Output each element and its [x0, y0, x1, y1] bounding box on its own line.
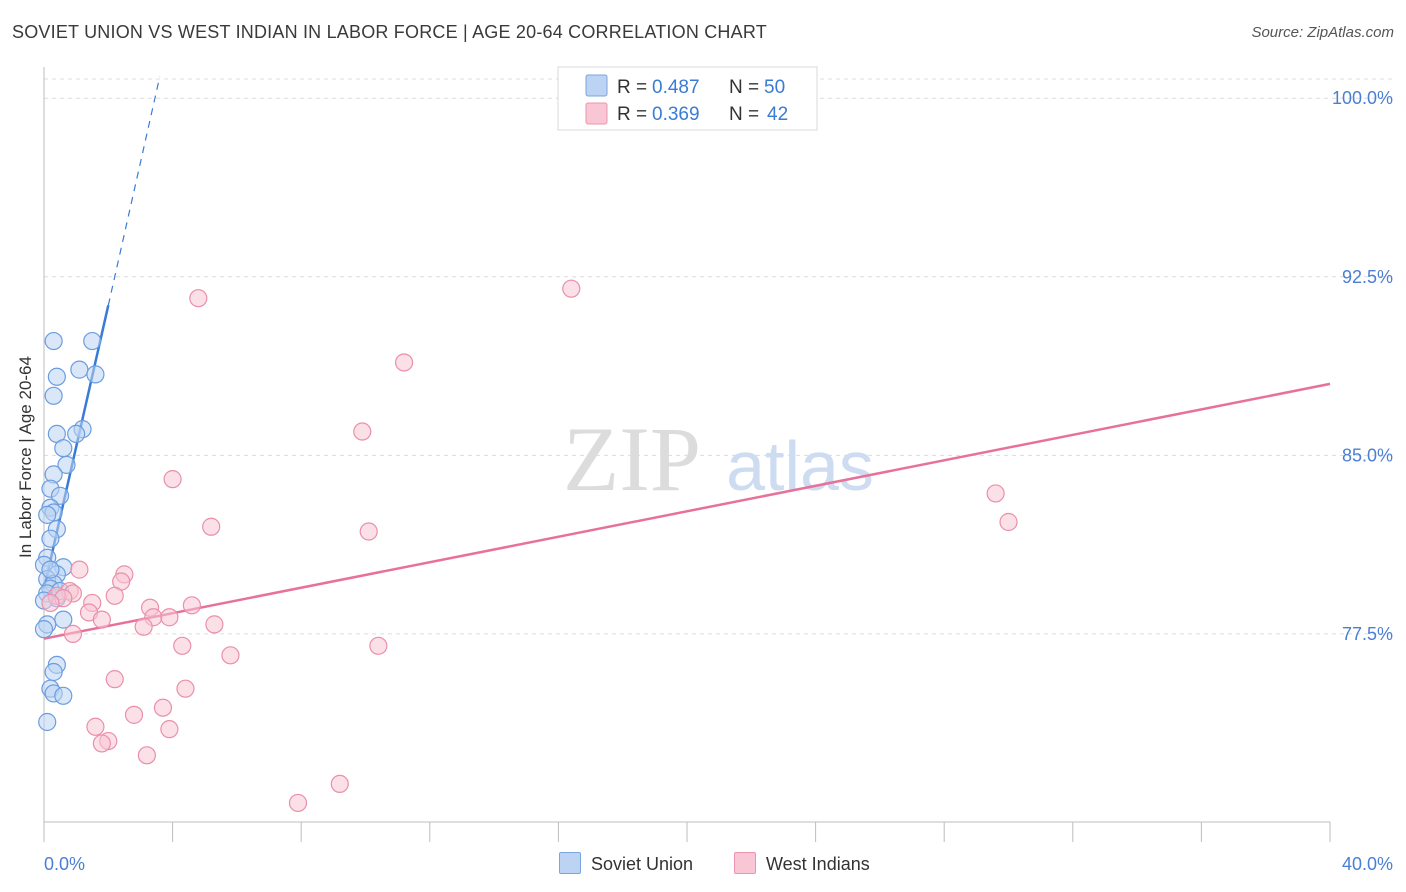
legend-item-westindian: West Indians — [734, 852, 870, 875]
point-soviet-38 — [41, 560, 60, 579]
legend-label-soviet: Soviet Union — [591, 854, 694, 874]
point-westindian-41 — [105, 586, 124, 605]
point-westindian-27 — [221, 646, 240, 665]
point-westindian-9 — [70, 560, 89, 579]
legend-r-label-1: R = — [617, 77, 647, 98]
point-westindian-28 — [369, 636, 388, 655]
series-west-indians — [41, 279, 1018, 813]
point-westindian-8 — [999, 512, 1018, 532]
point-westindian-33 — [86, 717, 105, 736]
point-westindian-5 — [202, 517, 221, 536]
stats-legend: R = 0.487 N = 50 R = 0.369 N = 42 — [557, 66, 818, 131]
legend-n-value-2: 42 — [767, 104, 788, 125]
legend-swatch-westindian-bottom — [734, 852, 756, 874]
point-soviet-10 — [57, 455, 76, 474]
point-soviet-29 — [54, 610, 73, 629]
point-westindian-31 — [153, 698, 173, 717]
y-axis-label: In Labor Force | Age 20-64 — [16, 356, 35, 558]
trend-line-westindian — [43, 382, 1331, 640]
legend-swatch-westindian — [585, 102, 608, 125]
point-westindian-18 — [182, 596, 201, 615]
point-soviet-36 — [54, 686, 73, 705]
point-westindian-38 — [330, 774, 349, 794]
legend-swatch-soviet-bottom — [559, 852, 581, 874]
point-westindian-6 — [359, 522, 378, 541]
point-westindian-20 — [92, 610, 111, 629]
y-tick-label-3: 77.5% — [1342, 624, 1393, 644]
chart-title: SOVIET UNION VS WEST INDIAN IN LABOR FOR… — [12, 22, 767, 42]
gridlines — [44, 78, 1393, 635]
point-westindian-24 — [134, 617, 153, 636]
axes — [43, 67, 1331, 842]
point-westindian-7 — [986, 484, 1005, 503]
watermark-atlas: atlas — [726, 427, 874, 505]
trend-line-soviet-extension — [107, 76, 161, 306]
point-westindian-4 — [163, 470, 182, 489]
legend-item-soviet: Soviet Union — [559, 852, 693, 875]
point-soviet-16 — [38, 505, 57, 524]
watermark: ZIP atlas — [563, 408, 874, 510]
point-soviet-33 — [44, 662, 63, 682]
point-westindian-37 — [137, 746, 156, 765]
point-westindian-1 — [562, 279, 581, 298]
point-westindian-0 — [189, 289, 208, 308]
point-soviet-13 — [50, 486, 70, 505]
point-westindian-22 — [160, 608, 179, 627]
point-westindian-39 — [288, 793, 308, 813]
point-soviet-31 — [34, 620, 54, 639]
point-westindian-26 — [173, 636, 192, 655]
legend-r-value-2: 0.369 — [652, 104, 700, 125]
legend-n-value-1: 50 — [764, 77, 785, 98]
x-tick-label-1: 40.0% — [1342, 854, 1393, 874]
point-soviet-0 — [44, 331, 63, 351]
watermark-zip: ZIP — [563, 408, 701, 510]
point-westindian-3 — [353, 422, 372, 441]
legend-r-value-1: 0.487 — [652, 77, 700, 98]
point-soviet-3 — [70, 360, 89, 379]
point-soviet-37 — [38, 712, 57, 732]
y-tick-label-2: 85.0% — [1342, 445, 1393, 465]
legend-swatch-soviet — [585, 74, 608, 97]
point-westindian-23 — [205, 615, 224, 634]
point-westindian-34 — [160, 720, 179, 739]
source-credit: Source: ZipAtlas.com — [1251, 24, 1394, 41]
point-westindian-36 — [92, 734, 111, 753]
tick-labels: 100.0% 92.5% 85.0% 77.5% 0.0% 40.0% — [44, 88, 1393, 874]
point-westindian-25 — [63, 624, 83, 644]
y-tick-label-0: 100.0% — [1332, 88, 1393, 108]
legend-n-label-1: N = — [729, 77, 759, 98]
point-soviet-8 — [54, 439, 73, 458]
point-westindian-32 — [124, 705, 144, 724]
trend-lines — [42, 76, 1331, 640]
series-soviet-union — [34, 331, 105, 732]
point-westindian-40 — [41, 593, 60, 613]
point-soviet-5 — [44, 386, 63, 405]
point-westindian-2 — [394, 353, 414, 372]
x-tick-label-0: 0.0% — [44, 854, 85, 874]
legend-label-westindian: West Indians — [766, 854, 870, 874]
point-soviet-1 — [83, 331, 102, 351]
point-westindian-29 — [105, 670, 124, 689]
y-tick-label-1: 92.5% — [1342, 267, 1393, 287]
point-soviet-2 — [47, 367, 66, 386]
point-soviet-4 — [86, 365, 105, 384]
point-soviet-9 — [67, 424, 86, 444]
point-westindian-30 — [176, 679, 195, 698]
legend-r-label-2: R = — [617, 104, 647, 125]
legend-n-label-2: N = — [729, 104, 759, 125]
point-soviet-18 — [41, 529, 60, 548]
